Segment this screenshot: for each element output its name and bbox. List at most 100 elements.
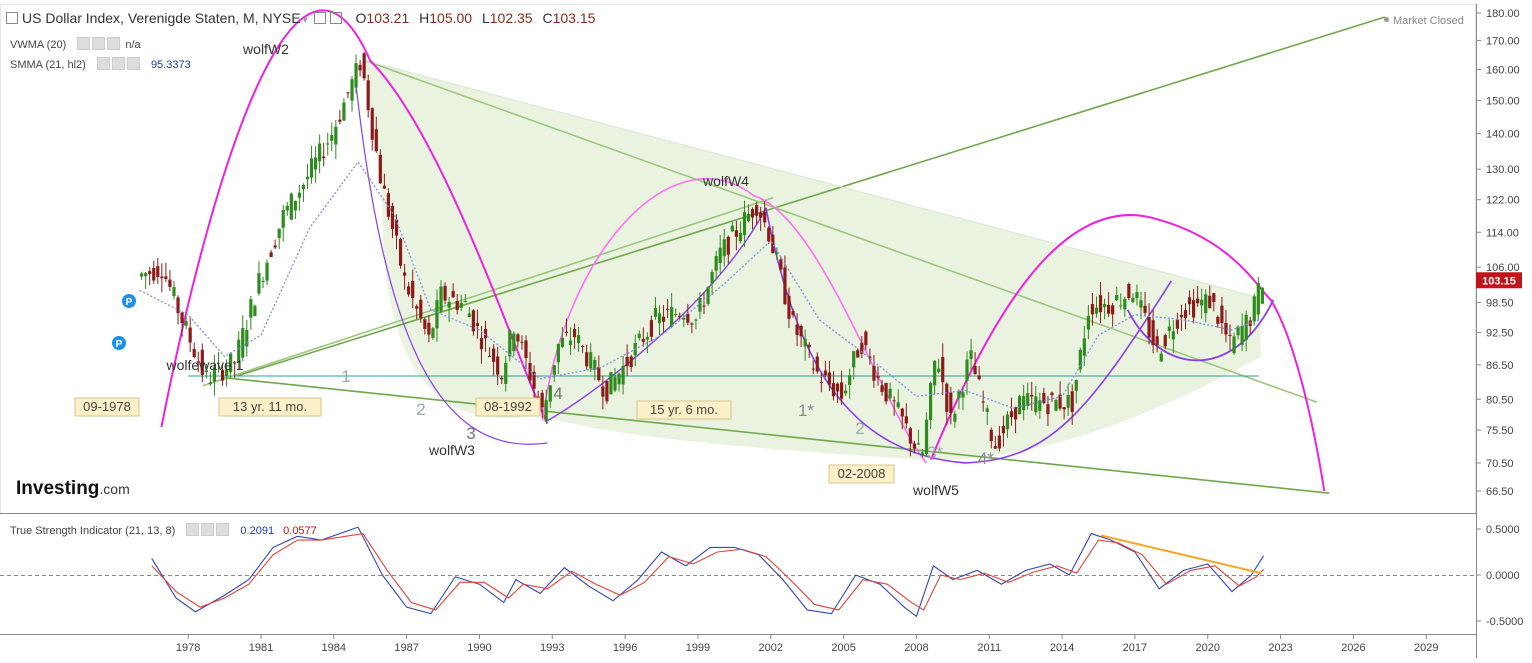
candle-body (686, 313, 690, 323)
tsi-label[interactable]: True Strength Indicator (21, 13, 8) (10, 525, 176, 537)
candle-body (443, 285, 447, 301)
candle-body (1054, 399, 1058, 411)
collapse-icon[interactable] (6, 12, 18, 24)
candle-body (500, 377, 504, 380)
candle-body (1212, 293, 1216, 302)
x-tick-label: 1999 (686, 642, 710, 654)
candle-body (423, 319, 427, 329)
smma-buttons[interactable] (96, 57, 142, 73)
candle-body (1232, 336, 1236, 354)
candle-body (1013, 407, 1018, 420)
candle-body (1050, 392, 1054, 396)
chart-header: US Dollar Index, Verenigde Staten, M, NY… (6, 10, 595, 26)
tsi-buttons[interactable] (186, 523, 231, 539)
y-tick-label: 75.50 (1486, 425, 1514, 437)
x-tick-label: 2002 (759, 642, 783, 654)
annotation-label: wolfW5 (912, 482, 959, 498)
candle-body (779, 259, 783, 270)
candle-body (281, 210, 285, 228)
candle-body (864, 331, 868, 346)
candle-body (880, 385, 884, 392)
candle-body (229, 353, 233, 373)
candle-body (253, 305, 257, 317)
candle-body (1111, 305, 1115, 315)
candle-body (1216, 316, 1220, 324)
candle-body (334, 126, 338, 145)
chevron-down-icon[interactable]: ▾ (302, 15, 308, 26)
x-tick-label: 1981 (249, 642, 273, 654)
candle-body (1163, 335, 1167, 347)
candle-body (1038, 400, 1042, 411)
candle-body (548, 385, 552, 402)
hide-icon[interactable] (329, 12, 342, 24)
candle-body (763, 211, 767, 223)
tsi-value-2: 0.0577 (283, 525, 317, 537)
candle-body (208, 382, 212, 385)
candle-body (912, 443, 917, 449)
annotation-label: wolfW3 (428, 442, 475, 458)
annotation-box (475, 397, 541, 417)
candle-body (370, 108, 374, 140)
candle-body (532, 371, 536, 389)
candle-body (1139, 300, 1143, 308)
candle-body (1228, 334, 1232, 336)
vwma-label[interactable]: VWMA (20) (10, 39, 67, 51)
y-tick-label: 114.00 (1486, 227, 1519, 239)
candle-body (718, 247, 722, 263)
candle-body (589, 352, 593, 369)
candle-body (860, 342, 864, 354)
candle-body (415, 306, 419, 309)
candle-body (1018, 396, 1022, 415)
symbol-title[interactable]: US Dollar Index, Verenigde Staten, M, NY… (22, 10, 301, 26)
candle-body (868, 356, 872, 358)
ohlc-low: L102.35 (481, 10, 533, 26)
settings-icon[interactable] (313, 12, 326, 24)
candle-body (1058, 394, 1062, 409)
candle-body (750, 209, 755, 218)
candle-body (746, 213, 751, 222)
candle-body (844, 390, 848, 394)
x-tick-label: 1993 (540, 642, 564, 654)
candle-body (649, 320, 654, 337)
candle-body (1107, 304, 1111, 314)
candle-body (293, 200, 297, 211)
candle-body (1204, 294, 1208, 314)
candle-body (1098, 295, 1103, 313)
candle-body (362, 53, 366, 79)
y-tick-label: 92.50 (1486, 328, 1514, 340)
last-price-tag (1476, 272, 1522, 289)
candle-body (309, 158, 314, 178)
candle-body (872, 365, 876, 381)
candle-body (1034, 396, 1038, 413)
candle-body (617, 373, 621, 385)
vwma-buttons[interactable] (77, 37, 122, 53)
candle-body (512, 333, 516, 352)
candle-body (1078, 349, 1082, 370)
candle-body (1066, 395, 1070, 408)
candle-body (168, 279, 172, 287)
candle-body (831, 383, 836, 397)
candle-body (342, 102, 346, 121)
candle-body (176, 297, 180, 314)
candle-body (435, 300, 439, 329)
y-tick-label: 170.00 (1486, 35, 1520, 47)
candle-body (156, 266, 160, 277)
y-tick-label: 180.00 (1486, 8, 1520, 20)
candle-body (641, 338, 645, 342)
smma-label[interactable]: SMMA (21, hl2) (10, 59, 86, 71)
candle-body (657, 313, 662, 324)
candle-body (989, 429, 993, 441)
candle-body (160, 276, 164, 279)
candle-body (237, 339, 241, 364)
x-tick-label: 2005 (831, 642, 855, 654)
candle-body (467, 313, 471, 318)
candle-body (463, 301, 467, 303)
upper-fill-edge (365, 60, 1259, 299)
candle-body (269, 252, 273, 258)
candle-body (852, 351, 856, 368)
candle-body (326, 143, 330, 145)
candle-body (803, 338, 807, 347)
y-tick-label: 66.50 (1486, 486, 1514, 498)
candle-body (941, 357, 945, 383)
